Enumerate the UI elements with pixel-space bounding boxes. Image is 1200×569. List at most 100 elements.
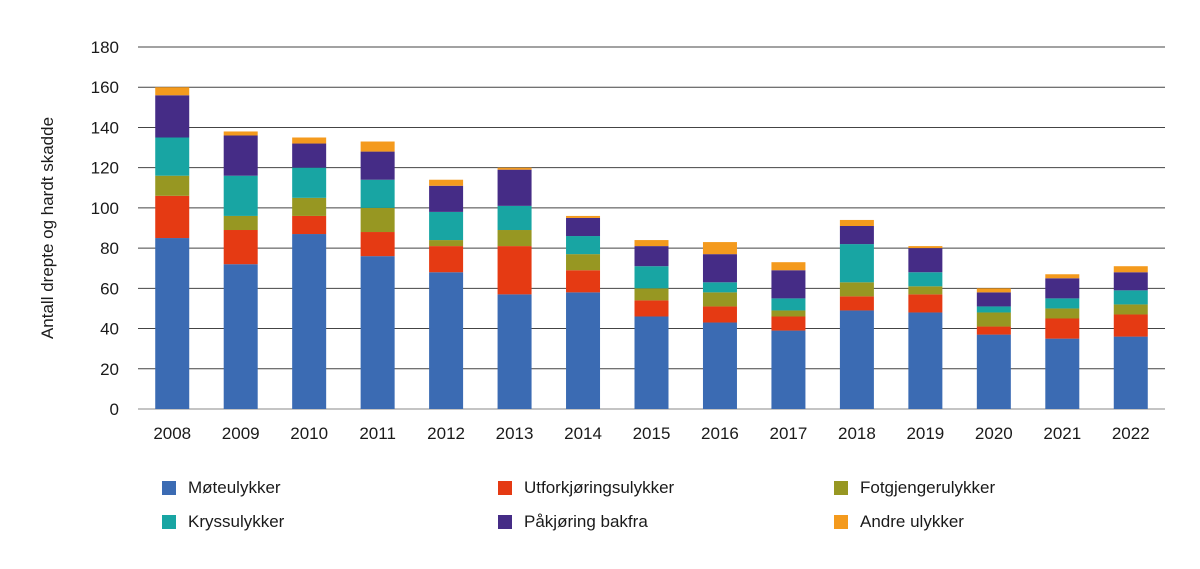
bar-segment-p-kj-ring-bakfra-2016 (702, 254, 737, 283)
bar-segment-kryssulykker-2022 (1113, 290, 1148, 305)
bar-segment-andre-ulykker-2019 (908, 246, 943, 249)
bar-segment-utforkj-ringsulykker-2011 (360, 232, 395, 257)
legend-item: Utforkjøringsulykker (498, 478, 674, 498)
bar-segment-fotgjengerulykker-2012 (429, 240, 464, 247)
bar-segment-andre-ulykker-2013 (497, 167, 532, 170)
bar-segment-p-kj-ring-bakfra-2022 (1113, 272, 1148, 291)
bar-segment-kryssulykker-2014 (566, 236, 601, 255)
bar-segment-m-teulykker-2014 (566, 292, 601, 409)
y-tick-label: 0 (110, 400, 119, 419)
x-tick-label: 2009 (222, 424, 260, 443)
bar-segment-m-teulykker-2009 (223, 264, 258, 409)
bar-segment-fotgjengerulykker-2018 (839, 282, 874, 297)
x-tick-label: 2014 (564, 424, 602, 443)
legend-label: Fotgjengerulykker (860, 478, 996, 497)
y-tick-label: 40 (100, 320, 119, 339)
bar-segment-kryssulykker-2019 (908, 272, 943, 287)
y-axis-label: Antall drepte og hardt skadde (38, 117, 57, 339)
bar-segment-andre-ulykker-2011 (360, 141, 395, 152)
bar-segment-kryssulykker-2017 (771, 298, 806, 311)
bar-segment-m-teulykker-2012 (429, 272, 464, 409)
bar-segment-p-kj-ring-bakfra-2021 (1045, 278, 1080, 299)
bar-segment-utforkj-ringsulykker-2016 (702, 306, 737, 323)
y-tick-label: 60 (100, 279, 119, 298)
x-tick-label: 2008 (153, 424, 191, 443)
bar-segment-andre-ulykker-2020 (976, 288, 1011, 293)
bar-segment-p-kj-ring-bakfra-2008 (155, 95, 190, 138)
bar-segment-kryssulykker-2011 (360, 179, 395, 208)
bar-segment-p-kj-ring-bakfra-2011 (360, 151, 395, 180)
bar-segment-p-kj-ring-bakfra-2018 (839, 225, 874, 245)
bar-segment-p-kj-ring-bakfra-2009 (223, 135, 258, 176)
bar-segment-kryssulykker-2010 (292, 167, 327, 198)
y-tick-label: 120 (91, 159, 119, 178)
legend-label: Utforkjøringsulykker (524, 478, 675, 497)
bar-segment-utforkj-ringsulykker-2014 (566, 270, 601, 293)
bar-segment-fotgjengerulykker-2013 (497, 230, 532, 247)
x-tick-label: 2012 (427, 424, 465, 443)
legend-label: Møteulykker (188, 478, 281, 497)
bar-segment-kryssulykker-2008 (155, 137, 190, 176)
bar-segment-p-kj-ring-bakfra-2015 (634, 246, 669, 267)
bar-segment-fotgjengerulykker-2017 (771, 310, 806, 317)
bar-segment-utforkj-ringsulykker-2012 (429, 246, 464, 273)
bar-segment-kryssulykker-2020 (976, 306, 1011, 313)
bar-segment-andre-ulykker-2021 (1045, 274, 1080, 279)
bar-segment-utforkj-ringsulykker-2009 (223, 230, 258, 265)
x-tick-label: 2015 (633, 424, 671, 443)
y-tick-label: 160 (91, 78, 119, 97)
y-tick-label: 20 (100, 360, 119, 379)
bar-segment-fotgjengerulykker-2009 (223, 215, 258, 231)
bar-segment-m-teulykker-2021 (1045, 338, 1080, 409)
bar-segment-andre-ulykker-2016 (702, 242, 737, 255)
bar-segment-kryssulykker-2018 (839, 244, 874, 283)
x-tick-label: 2018 (838, 424, 876, 443)
bar-segment-fotgjengerulykker-2021 (1045, 308, 1080, 319)
legend-item: Andre ulykker (834, 512, 964, 532)
bar-segment-m-teulykker-2022 (1113, 336, 1148, 409)
y-tick-label: 140 (91, 118, 119, 137)
bar-segment-fotgjengerulykker-2020 (976, 312, 1011, 327)
bar-segment-fotgjengerulykker-2011 (360, 207, 395, 233)
x-tick-label: 2021 (1043, 424, 1081, 443)
bar-segment-andre-ulykker-2009 (223, 131, 258, 136)
bar-segment-fotgjengerulykker-2016 (702, 292, 737, 307)
bar-segment-kryssulykker-2012 (429, 211, 464, 241)
bar-segment-m-teulykker-2020 (976, 334, 1011, 409)
bar-segment-utforkj-ringsulykker-2021 (1045, 318, 1080, 339)
bar-segment-utforkj-ringsulykker-2022 (1113, 314, 1148, 337)
legend-label: Andre ulykker (860, 512, 964, 531)
bar-segment-kryssulykker-2016 (702, 282, 737, 293)
legend-swatch (162, 481, 176, 495)
bar-segment-fotgjengerulykker-2010 (292, 197, 327, 216)
x-tick-label: 2020 (975, 424, 1013, 443)
bar-segment-fotgjengerulykker-2014 (566, 254, 601, 271)
bar-segment-andre-ulykker-2014 (566, 215, 601, 218)
bar-segment-fotgjengerulykker-2022 (1113, 304, 1148, 315)
legend-item: Fotgjengerulykker (834, 478, 995, 498)
bar-segment-kryssulykker-2009 (223, 175, 258, 216)
bar-segment-p-kj-ring-bakfra-2014 (566, 217, 601, 237)
bar-segment-fotgjengerulykker-2019 (908, 286, 943, 295)
bar-segment-utforkj-ringsulykker-2010 (292, 215, 327, 235)
bar-segment-utforkj-ringsulykker-2019 (908, 294, 943, 313)
bar-segment-p-kj-ring-bakfra-2013 (497, 169, 532, 206)
bar-segment-andre-ulykker-2008 (155, 87, 190, 96)
bar-segment-utforkj-ringsulykker-2008 (155, 195, 190, 239)
legend-swatch (498, 515, 512, 529)
x-tick-label: 2016 (701, 424, 739, 443)
bar-segment-p-kj-ring-bakfra-2010 (292, 143, 327, 168)
legend-swatch (834, 481, 848, 495)
bar-segment-utforkj-ringsulykker-2017 (771, 316, 806, 331)
x-tick-label: 2013 (496, 424, 534, 443)
bar-segment-andre-ulykker-2022 (1113, 266, 1148, 273)
bar-segment-utforkj-ringsulykker-2013 (497, 246, 532, 295)
y-tick-label: 100 (91, 199, 119, 218)
bar-segment-fotgjengerulykker-2008 (155, 175, 190, 196)
bar-segment-kryssulykker-2013 (497, 205, 532, 231)
legend-swatch (834, 515, 848, 529)
bar-segment-utforkj-ringsulykker-2015 (634, 300, 669, 317)
x-tick-label: 2011 (359, 424, 396, 443)
bar-segment-p-kj-ring-bakfra-2019 (908, 248, 943, 273)
